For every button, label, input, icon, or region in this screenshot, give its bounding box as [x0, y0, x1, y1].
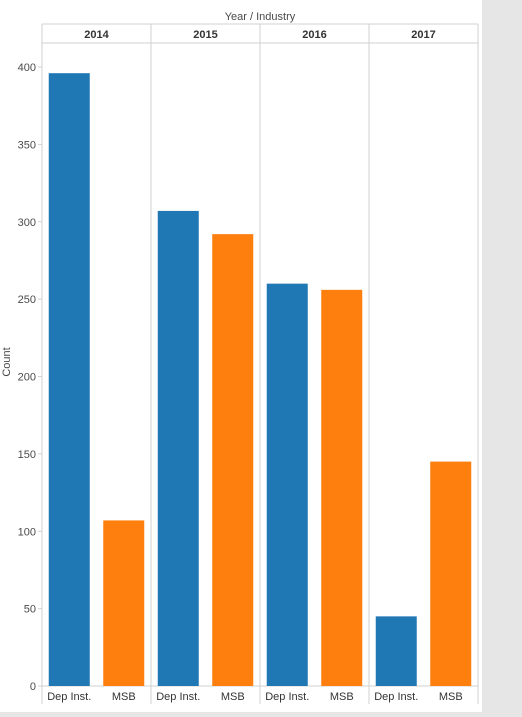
- bars-layer: [48, 73, 472, 687]
- category-label: Dep Inst.: [374, 691, 418, 703]
- y-tick-label: 150: [18, 449, 36, 461]
- y-tick-label: 200: [18, 372, 36, 384]
- y-tick-label: 250: [18, 294, 36, 306]
- y-axis-ticks: 0 50 100 150 200 250 300 350 400: [18, 62, 42, 693]
- panel-frame: [41, 23, 479, 704]
- category-label: MSB: [221, 691, 245, 703]
- y-tick-label: 350: [18, 139, 36, 151]
- y-axis-title: Count: [1, 347, 13, 376]
- category-label: MSB: [439, 691, 463, 703]
- category-label: Dep Inst.: [265, 691, 309, 703]
- bar-chart: Year / Industry Count 0 50 100 150 200 250 300…: [1, 11, 479, 704]
- year-header-label: 2017: [411, 29, 435, 41]
- bar-2015-msb[interactable]: [212, 234, 254, 686]
- bar-2016-dep-inst[interactable]: [266, 283, 308, 686]
- year-header-label: 2014: [84, 29, 109, 41]
- year-header-label: 2015: [193, 29, 217, 41]
- y-tick-label: 400: [18, 62, 36, 74]
- y-tick-label: 0: [30, 681, 36, 693]
- category-label: MSB: [330, 691, 354, 703]
- bar-2017-msb[interactable]: [430, 461, 472, 686]
- bar-2015-dep-inst[interactable]: [157, 210, 199, 687]
- y-tick-label: 300: [18, 217, 36, 229]
- bar-2014-dep-inst[interactable]: [48, 73, 90, 686]
- category-label: Dep Inst.: [47, 691, 91, 703]
- labels-layer: 2014 Dep Inst. MSB 2015 Dep Inst. MSB 2016 Dep …: [47, 29, 462, 703]
- category-label: Dep Inst.: [156, 691, 200, 703]
- y-tick-label: 50: [24, 604, 36, 616]
- y-tick-label: 100: [18, 526, 36, 538]
- chart-canvas: Year / Industry Count 0 50 100 150 200 250 300…: [0, 0, 482, 712]
- year-header-label: 2016: [302, 29, 326, 41]
- bar-2017-dep-inst[interactable]: [375, 616, 417, 686]
- header-title: Year / Industry: [225, 11, 296, 23]
- category-label: MSB: [112, 691, 136, 703]
- bar-2014-msb[interactable]: [103, 520, 145, 686]
- bar-2016-msb[interactable]: [321, 289, 363, 686]
